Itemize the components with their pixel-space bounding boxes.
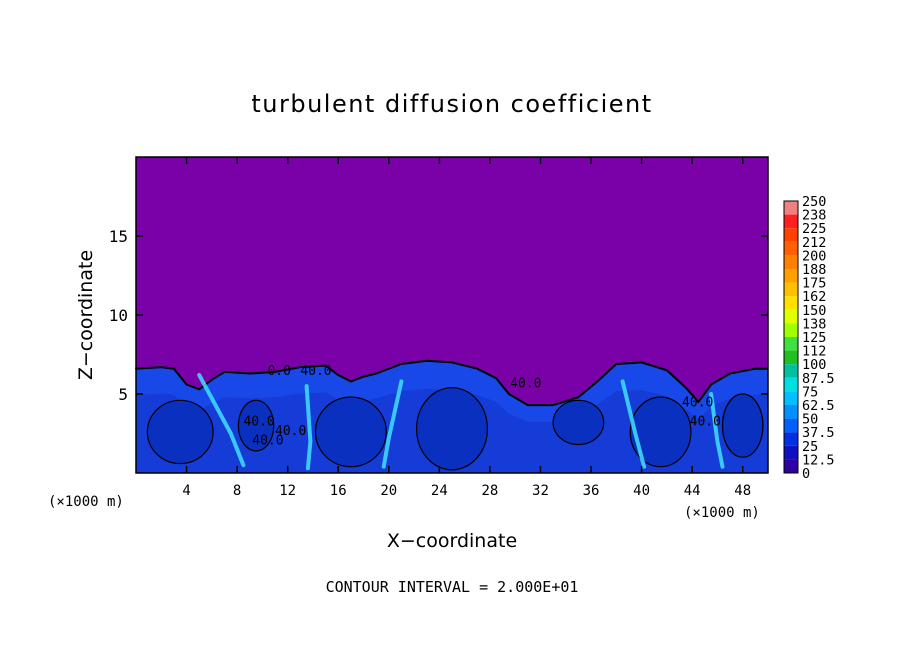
colorbar-label: 238 <box>802 208 826 224</box>
x-unit-right: (×1000 m) <box>684 505 760 521</box>
contour-label: 0.0 <box>267 364 290 379</box>
plume-streak <box>197 373 246 468</box>
contour-label: 40.0 <box>300 364 331 379</box>
eddy-contour <box>314 396 387 468</box>
contour-label: 40.0 <box>510 377 541 392</box>
colorbar-label: 188 <box>802 262 826 278</box>
x-tick-label: 36 <box>583 483 600 499</box>
colorbar-label: 125 <box>802 330 826 346</box>
colorbar-label: 175 <box>802 276 826 292</box>
y-tick-label: 5 <box>118 385 128 404</box>
colorbar-label: 50 <box>802 412 818 428</box>
y-axis: 5 10 15 <box>109 227 768 404</box>
colorbar-label: 138 <box>802 316 826 332</box>
contour-label: 40.0 <box>690 415 721 430</box>
colorbar-swatch <box>784 296 798 310</box>
eddy-contour <box>237 399 275 452</box>
colorbar-label: 0 <box>802 466 810 482</box>
x-tick-label: 28 <box>481 483 498 499</box>
eddy-contour <box>146 399 214 465</box>
colorbar: 2502382252122001881751621501381251121008… <box>783 194 835 482</box>
plume-streak <box>709 392 725 469</box>
colorbar-label: 87.5 <box>802 371 835 387</box>
colorbar-label: 162 <box>802 289 826 305</box>
colorbar-swatch <box>784 255 798 269</box>
colorbar-swatch <box>784 418 798 433</box>
x-tick-label: 4 <box>182 483 190 499</box>
colorbar-swatch <box>784 269 798 283</box>
colorbar-swatch <box>784 364 798 378</box>
x-unit-left: (×1000 m) <box>48 494 124 510</box>
contour-label: 40.0 <box>682 396 713 411</box>
colorbar-label: 100 <box>802 357 826 373</box>
contour-label: 40.0 <box>243 415 274 430</box>
eddy-contour <box>629 396 692 468</box>
colorbar-label: 150 <box>802 303 826 319</box>
colorbar-swatch <box>784 337 798 351</box>
contour-label: 40.0 <box>275 424 306 439</box>
eddy-contour <box>416 387 488 471</box>
colorbar-label: 75 <box>802 384 818 400</box>
chart-title: turbulent diffusion coefficient <box>251 90 652 118</box>
colorbar-label: 25 <box>802 439 818 455</box>
contour-label: 40.0 <box>252 434 283 449</box>
colorbar-label: 112 <box>802 344 826 360</box>
colorbar-swatch <box>784 445 798 460</box>
plume-streak <box>381 379 404 469</box>
x-tick-label: 20 <box>380 483 397 499</box>
colorbar-swatch <box>784 282 798 297</box>
colorbar-label: 225 <box>802 221 826 237</box>
x-tick-label: 44 <box>684 483 701 499</box>
plume-streak <box>304 384 313 471</box>
layer-top-contour <box>135 359 768 407</box>
colorbar-label: 12.5 <box>802 452 835 468</box>
colorbar-label: 62.5 <box>802 398 835 414</box>
colorbar-swatch <box>784 459 798 473</box>
colorbar-swatch <box>784 432 798 446</box>
x-tick-label: 32 <box>532 483 549 499</box>
y-axis-label: Z−coordinate <box>75 250 97 380</box>
colorbar-swatch <box>784 377 798 392</box>
colorbar-swatch <box>784 201 798 215</box>
x-tick-label: 8 <box>233 483 241 499</box>
eddy-contour <box>721 393 764 458</box>
colorbar-swatch <box>784 228 798 242</box>
colorbar-label: 250 <box>802 194 826 210</box>
contour-interval-note: CONTOUR INTERVAL = 2.000E+01 <box>326 578 579 596</box>
colorbar-swatch <box>784 309 798 324</box>
colorbar-swatch <box>784 241 798 256</box>
x-axis-label: X−coordinate <box>387 530 517 552</box>
x-tick-label: 40 <box>633 483 650 499</box>
colorbar-label: 212 <box>802 235 826 251</box>
x-tick-label: 12 <box>279 483 296 499</box>
x-tick-label: 24 <box>431 483 448 499</box>
x-tick-label: 16 <box>330 483 347 499</box>
eddy-contour <box>552 399 605 446</box>
colorbar-frame <box>783 200 799 474</box>
plume-streak <box>620 379 647 469</box>
x-tick-label: 48 <box>734 483 751 499</box>
colorbar-swatch <box>784 391 798 405</box>
colorbar-swatch <box>784 323 798 337</box>
colorbar-label: 37.5 <box>802 425 835 441</box>
plot-area: 0.0 40.040.040.040.040.040.040.0 <box>135 157 768 473</box>
y-tick-label: 10 <box>109 306 128 325</box>
colorbar-label: 200 <box>802 248 826 264</box>
colorbar-swatch <box>784 214 798 229</box>
colorbar-swatch <box>784 405 798 419</box>
y-tick-label: 15 <box>109 227 128 246</box>
colorbar-swatch <box>784 350 798 365</box>
x-axis: 4 8 12 16 20 24 28 32 36 40 44 48 <box>182 157 751 499</box>
